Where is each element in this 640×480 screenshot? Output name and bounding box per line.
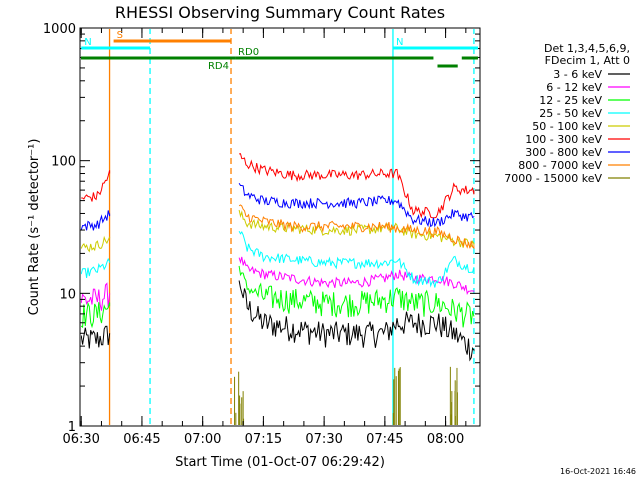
series-line [81,170,111,202]
legend-label: 25 - 50 keV [539,107,602,120]
series-line [238,280,475,362]
series-line [81,235,111,253]
x-tick-label: 07:45 [366,432,403,447]
legend-label: 100 - 300 keV [525,133,602,146]
footer-timestamp: 16-Oct-2021 16:46 [560,467,636,476]
series-line [238,265,475,328]
series-12-25-kev [81,265,475,329]
series-line [238,204,475,250]
status-marker-rd0: RD0 [235,47,434,60]
status-marker-label: N [396,37,403,48]
y-tick-label: 10 [59,287,76,302]
y-tick-label: 100 [51,155,76,170]
series-line [238,209,475,248]
status-marker-n: N [392,37,478,50]
series-line [81,325,111,349]
legend-label: 300 - 800 keV [525,146,602,159]
legend-header-line-2: FDecim 1, Att 0 [545,54,630,67]
legend-item: 800 - 7000 keV [518,159,630,172]
series-100-300-kev [81,153,475,219]
status-marker-label: S [117,30,123,41]
y-tick-label: 1000 [43,22,76,37]
legend-item: 25 - 50 keV [539,107,630,120]
series-line [238,256,475,295]
legend-item: 7000 - 15000 keV [504,172,630,185]
series-3-6-kev [81,280,475,362]
series-line [81,257,111,278]
series-line [238,230,475,288]
legend-item: 12 - 25 keV [539,94,630,107]
legend-label: 50 - 100 keV [532,120,602,133]
legend-header-line-1: Det 1,3,4,5,6,9, [544,42,630,55]
legend-item: 300 - 800 keV [525,146,630,159]
status-marker-n: N [81,37,151,50]
y-axis-label: Count Rate (s⁻¹ detector⁻¹) [27,139,42,316]
legend-label: 800 - 7000 keV [518,159,602,172]
legend-item: 3 - 6 keV [553,68,630,81]
series-6-12-kev [81,256,475,311]
status-marker-s: S [113,30,232,43]
x-tick-label: 06:45 [123,432,160,447]
x-tick-label: 07:30 [305,432,342,447]
x-tick-label: 06:30 [62,432,99,447]
legend-label: 3 - 6 keV [553,68,602,81]
status-marker-label: RD0 [238,47,259,58]
status-marker-rd4: RD4 [208,56,236,72]
series-line [81,282,111,311]
x-tick-label: 07:00 [184,432,221,447]
series-line [81,301,111,329]
legend-label: 12 - 25 keV [539,94,602,107]
series-800-7000-kev [238,204,475,250]
series-300-800-kev [81,182,475,231]
x-tick-label: 08:00 [427,432,464,447]
x-axis-ticks: 06:30 06:45 07:00 07:15 07:30 07:45 08:00 [62,28,467,447]
legend-item: 6 - 12 keV [546,81,630,94]
series-50-100-kev [81,209,475,253]
series-line [81,210,111,231]
chart-title: RHESSI Observing Summary Count Rates [115,3,445,22]
series-line [238,153,475,219]
plot-frame [79,27,481,427]
x-axis-label: Start Time (01-Oct-07 06:29:42) [175,455,385,470]
legend-item: 100 - 300 keV [525,133,630,146]
status-marker-rd0-extra [81,56,478,68]
series-line [238,182,475,228]
legend-item: 50 - 100 keV [532,120,630,133]
status-marker-label: RD4 [208,61,229,72]
x-tick-label: 07:15 [245,432,282,447]
series-7000-15000-kev [234,366,458,425]
legend-label: 6 - 12 keV [546,81,602,94]
status-marker-label: N [84,37,91,48]
y-tick-label: 1 [68,420,76,435]
legend-label: 7000 - 15000 keV [504,172,602,185]
series-25-50-kev [81,230,475,288]
plot-area [81,29,475,425]
